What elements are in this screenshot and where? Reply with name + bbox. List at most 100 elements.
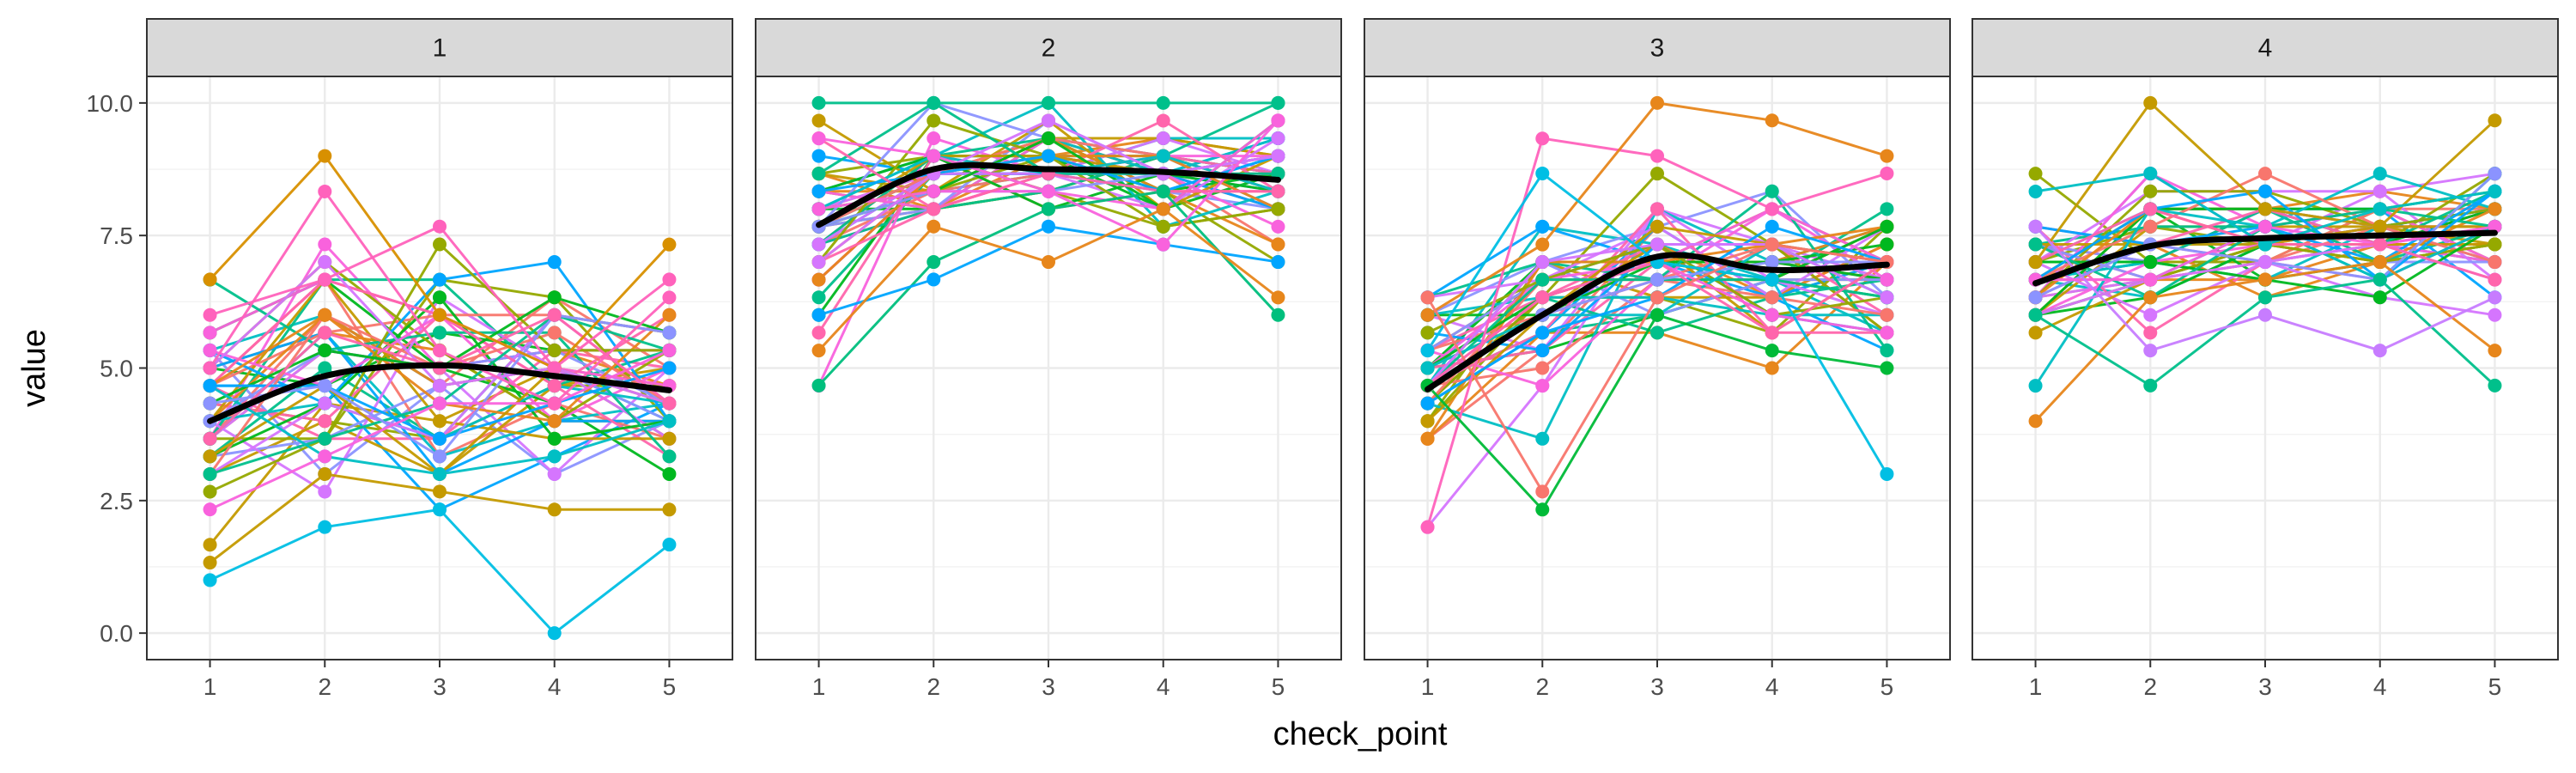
data-point [2258,272,2272,287]
data-point [1156,184,1170,198]
data-point [2028,326,2043,340]
data-point [1042,202,1055,216]
data-point [433,449,447,464]
data-point [1880,307,1894,322]
data-point [662,272,677,287]
data-point [547,379,562,393]
data-point [1650,307,1664,322]
data-point [2143,307,2158,322]
facet-strip-label: 3 [1650,34,1665,63]
data-point [1420,326,1435,340]
data-point [2372,272,2387,287]
data-point [1880,466,1894,481]
data-point [662,396,677,411]
data-point [1535,379,1550,393]
data-point [1880,219,1894,234]
data-point [1650,219,1664,234]
data-point [2372,255,2387,270]
data-point [927,184,941,198]
facet-strip-label: 2 [1042,34,1056,63]
data-point [1535,343,1550,357]
data-point [433,219,447,234]
data-point [2143,290,2158,305]
data-point [811,326,826,340]
data-point [433,290,447,305]
data-point [1156,202,1170,216]
data-point [1535,272,1550,287]
data-point [927,202,941,216]
data-point [1535,290,1550,305]
data-point [547,343,562,357]
data-point [927,149,941,163]
data-point [2488,307,2502,322]
data-point [2258,307,2272,322]
data-point [1650,202,1664,216]
data-point [1420,414,1435,429]
data-point [433,307,447,322]
data-point [318,237,332,252]
data-point [1880,149,1894,163]
data-point [1156,131,1170,146]
data-point [1765,184,1779,198]
data-point [433,466,447,481]
x-tick-label: 2 [318,673,331,700]
data-point [1765,307,1779,322]
data-point [662,343,677,357]
data-point [433,431,447,446]
data-point [1535,431,1550,446]
data-point [433,272,447,287]
x-tick-label: 1 [204,673,217,700]
data-point [927,113,941,128]
data-point [811,95,826,110]
data-point [1650,167,1664,181]
data-point [1765,344,1779,358]
data-point [1535,361,1550,375]
facet-strip-3 [1364,18,1951,77]
panel-data [2028,95,2502,429]
data-point [662,431,677,446]
data-point [2488,344,2502,358]
data-point [1271,149,1285,163]
data-point [662,538,677,552]
data-point [927,131,941,146]
y-axis-title: value [16,329,52,407]
data-point [2488,255,2502,270]
data-point [1765,219,1779,234]
data-point [203,396,217,411]
data-point [1271,255,1285,270]
data-point [811,184,826,198]
data-point [1880,202,1894,216]
y-tick-label: 5.0 [100,356,133,382]
data-point [2028,184,2043,198]
data-point [1765,290,1779,305]
smooth-line [2032,229,2498,287]
data-point [318,414,332,429]
data-point [2143,272,2158,287]
data-point [1765,361,1779,375]
data-point [1765,272,1779,287]
data-point [1650,326,1664,340]
data-point [2258,167,2272,181]
data-point [318,307,332,322]
x-tick-label: 1 [812,673,826,700]
y-tick-label: 0.0 [100,620,133,647]
x-tick-label: 3 [433,673,447,700]
data-point [547,396,562,411]
data-point [2143,202,2158,216]
data-point [547,290,562,305]
data-point [547,502,562,517]
data-point [662,326,677,340]
data-point [547,626,562,641]
data-point [2372,344,2387,358]
x-tick-label: 2 [927,673,940,700]
data-point [2258,219,2272,234]
data-point [2372,202,2387,216]
y-tick-label: 7.5 [100,222,133,249]
data-point [2143,184,2158,198]
data-point [2372,219,2387,234]
data-point [662,290,677,305]
data-point [433,502,447,517]
data-point [2488,113,2502,128]
data-point [1271,184,1285,198]
